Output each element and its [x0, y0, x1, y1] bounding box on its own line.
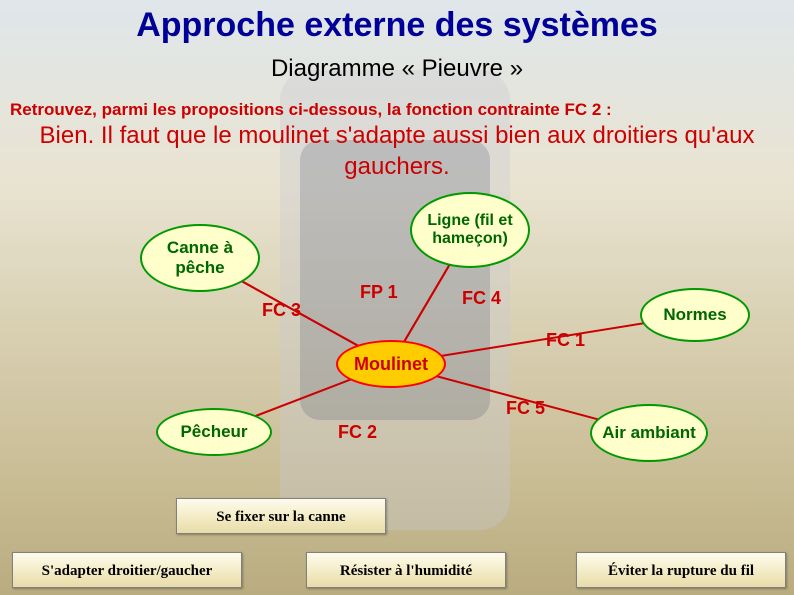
page-subtitle: Diagramme « Pieuvre » [0, 55, 794, 83]
node-ligne: Ligne (fil et hameçon) [410, 192, 530, 268]
node-normes: Normes [640, 288, 750, 342]
node-canne: Canne à pêche [140, 224, 260, 292]
page-title: Approche externe des systèmes [0, 6, 794, 45]
edge-label-fp1: FP 1 [360, 282, 398, 303]
edge-label-fc5: FC 5 [506, 398, 545, 419]
btn-humidite[interactable]: Résister à l'humidité [306, 552, 506, 588]
node-pecheur: Pêcheur [156, 408, 272, 456]
instruction-text: Retrouvez, parmi les propositions ci-des… [10, 100, 612, 120]
edge-label-fc4: FC 4 [462, 288, 501, 309]
feedback-text: Bien. Il faut que le moulinet s'adapte a… [0, 120, 794, 182]
edge-label-fc3: FC 3 [262, 300, 301, 321]
btn-gaucher[interactable]: S'adapter droitier/gaucher [12, 552, 242, 588]
edge-label-fc2: FC 2 [338, 422, 377, 443]
edge-label-fc1: FC 1 [546, 330, 585, 351]
btn-fixer[interactable]: Se fixer sur la canne [176, 498, 386, 534]
btn-rupture[interactable]: Éviter la rupture du fil [576, 552, 786, 588]
node-central: Moulinet [336, 340, 446, 388]
node-air: Air ambiant [590, 404, 708, 462]
